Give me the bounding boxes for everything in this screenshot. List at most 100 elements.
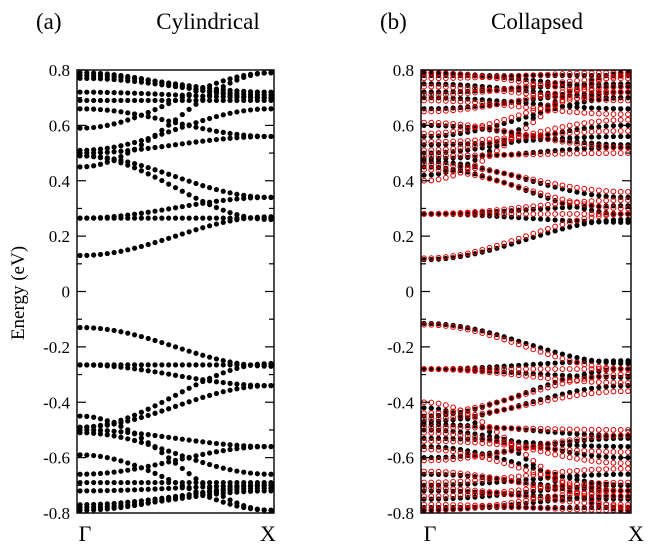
open-band-point: [464, 166, 471, 173]
open-band-point: [581, 483, 588, 490]
filled-band-point: [172, 392, 179, 398]
open-band-point: [501, 73, 508, 80]
filled-band-point: [625, 493, 631, 499]
open-band-point: [479, 452, 486, 459]
open-band-point: [435, 415, 442, 422]
filled-band-point: [186, 178, 192, 184]
open-band-point: [537, 366, 544, 372]
open-band-point: [581, 129, 588, 136]
open-band-point: [617, 465, 624, 472]
filled-band-point: [84, 106, 90, 112]
filled-band-point: [179, 346, 185, 352]
open-band-point: [435, 457, 442, 463]
open-band-point: [588, 76, 595, 83]
filled-band-point: [125, 503, 131, 510]
open-band-point: [435, 83, 442, 90]
open-band-point: [544, 107, 551, 114]
filled-band-point: [179, 231, 185, 237]
open-band-point: [442, 70, 449, 77]
filled-band-point: [179, 111, 185, 118]
filled-band-point: [559, 504, 566, 511]
open-band-point: [515, 151, 522, 158]
open-band-point: [428, 139, 435, 145]
open-band-point: [544, 397, 551, 404]
open-band-point: [617, 427, 624, 433]
open-band-point: [508, 98, 515, 105]
filled-band-point: [138, 146, 144, 152]
filled-band-point: [138, 142, 144, 148]
open-band-point: [595, 488, 602, 495]
filled-band-point: [537, 216, 544, 222]
open-band-point: [610, 372, 617, 378]
open-band-point: [574, 77, 580, 84]
open-band-point: [464, 137, 471, 144]
filled-band-point: [241, 385, 247, 391]
open-band-point: [544, 426, 551, 432]
open-band-point: [610, 366, 617, 372]
filled-band-point: [84, 89, 90, 95]
filled-band-point: [104, 326, 110, 333]
open-band-point: [472, 172, 478, 179]
open-band-point: [428, 91, 435, 98]
filled-band-point: [254, 71, 260, 77]
filled-band-point: [523, 114, 529, 120]
filled-band-point: [111, 144, 117, 150]
filled-band-point: [213, 80, 220, 86]
open-band-point: [617, 89, 624, 95]
filled-band-point: [227, 197, 233, 203]
filled-band-point: [193, 139, 199, 145]
filled-band-point: [227, 380, 233, 386]
open-band-point: [472, 491, 478, 498]
filled-band-point: [186, 140, 192, 146]
open-band-point: [457, 169, 464, 176]
open-band-point: [501, 441, 508, 448]
filled-band-point: [166, 100, 172, 107]
filled-band-point: [111, 487, 117, 494]
filled-band-point: [254, 483, 260, 489]
filled-band-point: [179, 141, 185, 147]
open-band-point: [457, 90, 464, 97]
open-band-point: [508, 499, 515, 506]
filled-band-point: [428, 320, 434, 327]
open-band-point: [479, 86, 486, 93]
filled-band-point: [131, 479, 138, 486]
open-band-point: [450, 478, 457, 485]
filled-band-point: [227, 367, 233, 374]
open-band-point: [435, 366, 442, 372]
filled-band-point: [97, 470, 104, 477]
open-band-point: [537, 448, 544, 455]
filled-band-point: [220, 499, 226, 505]
filled-band-point: [84, 471, 90, 477]
filled-band-point: [559, 448, 566, 454]
y-tick-label: -0.6: [387, 449, 414, 468]
filled-band-point: [84, 430, 90, 436]
open-band-point: [566, 130, 573, 136]
open-band-point: [617, 111, 624, 118]
filled-band-point: [254, 471, 260, 477]
filled-band-point: [118, 487, 124, 493]
open-band-point: [501, 366, 508, 372]
open-band-point: [442, 138, 449, 145]
filled-band-point: [220, 448, 226, 454]
open-band-point: [603, 211, 610, 217]
open-band-point: [479, 211, 486, 217]
open-band-point: [603, 204, 610, 211]
open-band-point: [617, 97, 624, 104]
y-tick-label: 0: [62, 283, 71, 302]
filled-band-point: [625, 488, 631, 494]
filled-band-point: [104, 487, 110, 494]
open-band-point: [537, 485, 544, 491]
open-band-point: [435, 400, 442, 407]
open-band-point: [450, 211, 457, 217]
open-band-point: [486, 125, 493, 132]
filled-band-point: [567, 218, 573, 224]
open-band-point: [581, 109, 588, 116]
open-band-point: [479, 247, 486, 253]
open-band-point: [595, 480, 602, 487]
open-band-point: [603, 97, 610, 103]
filled-band-point: [77, 362, 83, 368]
filled-band-point: [131, 412, 138, 418]
filled-band-point: [552, 205, 558, 211]
filled-band-point: [97, 123, 104, 130]
filled-band-point: [247, 193, 254, 199]
